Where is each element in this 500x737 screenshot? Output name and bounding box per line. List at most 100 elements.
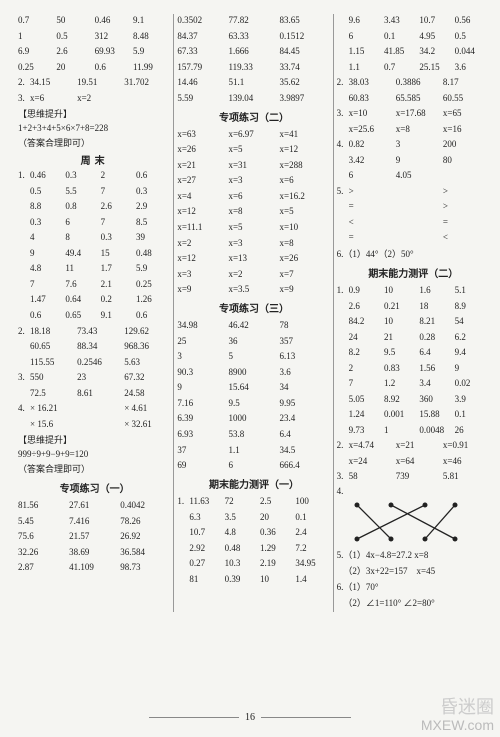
data-row: <= <box>337 216 490 228</box>
data-row: 7.169.59.95 <box>177 397 330 409</box>
data-row: 60.6588.34968.36 <box>18 340 171 352</box>
data-cell: x=4.74 <box>349 439 396 451</box>
data-cell: 8.8 <box>30 200 65 212</box>
data-cell: 0.7 <box>384 61 419 73</box>
data-cell: = <box>443 216 490 228</box>
data-cell: 4.05 <box>396 169 443 181</box>
data-cell: 0.46 <box>95 14 133 26</box>
data-cell: 0.25 <box>18 61 56 73</box>
data-cell: 39 <box>136 231 171 243</box>
data-cell: 7.416 <box>69 515 120 527</box>
data-cell: 38.03 <box>349 76 396 88</box>
data-cell: 10.7 <box>419 14 454 26</box>
data-cell: 9.73 <box>349 424 384 436</box>
data-cell: 1.7 <box>101 262 136 274</box>
data-cell: 8.17 <box>443 76 490 88</box>
data-cell: x=16 <box>443 123 490 135</box>
data-cell <box>337 362 349 374</box>
data-cell: 8.2 <box>349 346 384 358</box>
data-cell: x=27 <box>177 174 228 186</box>
data-cell: 6 <box>228 459 279 471</box>
data-cell: 3. <box>337 470 349 482</box>
data-cell: 38.69 <box>69 546 120 558</box>
data-cell: 7.6 <box>65 278 100 290</box>
data-row: 2.60.21188.9 <box>337 300 490 312</box>
data-cell <box>337 231 349 243</box>
data-cell: x=9 <box>177 283 228 295</box>
data-cell: 3. <box>337 107 349 119</box>
data-cell: 51.1 <box>228 76 279 88</box>
data-cell: 1 <box>18 30 56 42</box>
data-cell: 0.46 <box>30 169 65 181</box>
data-row: 1.10.725.153.6 <box>337 61 490 73</box>
data-cell: 360 <box>419 393 454 405</box>
data-row: 480.339 <box>18 231 171 243</box>
data-cell: × 4.61 <box>124 402 171 414</box>
data-cell: 4 <box>30 231 65 243</box>
data-row: 1.470.640.21.26 <box>18 293 171 305</box>
c3-item4: 4. <box>337 486 490 496</box>
c1-line2: 2.34.1519.5131.702 <box>18 76 171 88</box>
data-cell: 23.4 <box>280 412 331 424</box>
data-row: 4.0.823200 <box>337 138 490 150</box>
data-cell: x=13 <box>228 252 279 264</box>
data-cell: 34.5 <box>280 444 331 456</box>
data-cell: 2. <box>18 325 30 337</box>
data-cell: 2. <box>337 76 349 88</box>
data-cell: 34.98 <box>177 319 228 331</box>
data-cell: x=6 <box>280 174 331 186</box>
data-cell: 3.4 <box>419 377 454 389</box>
data-cell: 0.82 <box>349 138 396 150</box>
crossing-lines-figure <box>351 499 461 545</box>
data-cell: 50 <box>56 14 94 26</box>
data-cell: x=21 <box>396 439 443 451</box>
data-row: 2.920.481.297.2 <box>177 542 330 554</box>
data-cell: x=0.91 <box>443 439 490 451</box>
data-row: 14.4651.135.62 <box>177 76 330 88</box>
data-cell: 2.6 <box>56 45 94 57</box>
data-cell: 9.5 <box>384 346 419 358</box>
data-cell: 72.5 <box>30 387 77 399</box>
data-cell: 0.9 <box>349 284 384 296</box>
data-cell: x=46 <box>443 455 490 467</box>
data-cell: 60.83 <box>349 92 396 104</box>
data-row: 64.05 <box>337 169 490 181</box>
data-cell: 739 <box>396 470 443 482</box>
data-cell <box>337 300 349 312</box>
data-cell: 666.4 <box>280 459 331 471</box>
data-cell: x=6.97 <box>228 128 279 140</box>
data-cell: 63.33 <box>228 30 279 42</box>
data-cell <box>337 92 349 104</box>
data-cell: 18.18 <box>30 325 77 337</box>
data-row: 2.18.1873.43129.62 <box>18 325 171 337</box>
data-cell: 98.73 <box>120 561 171 573</box>
data-row: x=4x=6x=16.2 <box>177 190 330 202</box>
data-cell: 3. <box>18 371 30 383</box>
data-cell: 157.79 <box>177 61 228 73</box>
data-cell: 2.6 <box>349 300 384 312</box>
data-cell <box>177 542 189 554</box>
data-row: 32.2638.6936.584 <box>18 546 171 558</box>
data-cell: x=17.68 <box>396 107 443 119</box>
data-row: 3.5502367.32 <box>18 371 171 383</box>
data-row: 8.29.56.49.4 <box>337 346 490 358</box>
data-cell: 78.26 <box>120 515 171 527</box>
data-cell: 0.3 <box>65 169 100 181</box>
data-cell: 0.65 <box>65 309 100 321</box>
data-row: 84.3763.330.1512 <box>177 30 330 42</box>
data-cell: x=41 <box>280 128 331 140</box>
data-cell: 0.3 <box>30 216 65 228</box>
data-row: x=27x=3x=6 <box>177 174 330 186</box>
data-cell <box>396 200 443 212</box>
data-cell: x=2 <box>228 268 279 280</box>
data-cell: 9 <box>177 381 228 393</box>
data-cell: × 16.21 <box>30 402 77 414</box>
c3-block3: 3.x=10x=17.68x=65x=25.6x=8x=16 <box>337 107 490 135</box>
data-cell: 312 <box>95 30 133 42</box>
data-cell <box>124 92 171 104</box>
data-cell: 2.6 <box>101 200 136 212</box>
data-cell: 6.3 <box>189 511 224 523</box>
c2-block4: 1.11.63722.51006.33.5200.110.74.80.362.4… <box>177 495 330 585</box>
data-cell: 139.04 <box>228 92 279 104</box>
data-cell: 0.3 <box>101 231 136 243</box>
